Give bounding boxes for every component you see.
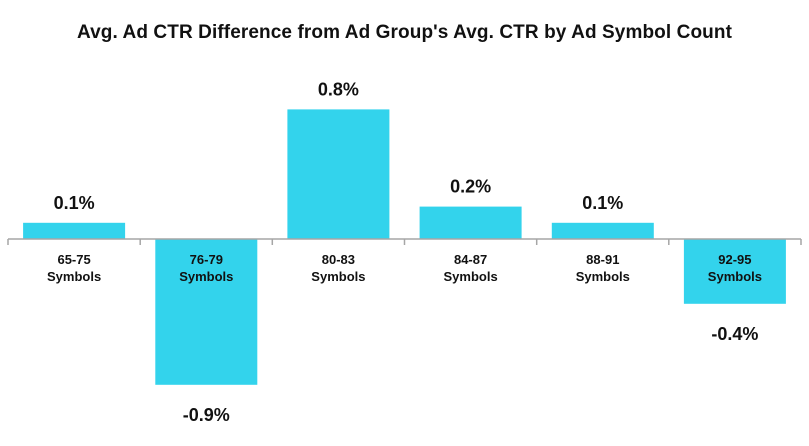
category-label-3-line-1: 80-83	[322, 252, 355, 267]
value-label-6: -0.4%	[711, 324, 758, 344]
bar-3	[287, 109, 390, 240]
category-label-5-line-1: 88-91	[586, 252, 619, 267]
bar-4	[419, 206, 522, 239]
category-label-1-line-2: Symbols	[47, 269, 101, 284]
value-label-5: 0.1%	[582, 193, 623, 213]
chart-title: Avg. Ad CTR Difference from Ad Group's A…	[76, 22, 733, 43]
value-label-2: -0.9%	[183, 405, 230, 425]
category-label-3-line-2: Symbols	[311, 269, 365, 284]
category-label-4-line-1: 84-87	[454, 252, 487, 267]
bar-2	[155, 239, 258, 385]
category-label-4-line-2: Symbols	[444, 269, 498, 284]
value-label-4: 0.2%	[450, 177, 491, 197]
value-label-3: 0.8%	[318, 79, 359, 99]
category-label-2-line-1: 76-79	[190, 252, 223, 267]
value-label-1: 0.1%	[54, 193, 95, 213]
category-label-1-line-1: 65-75	[57, 252, 90, 267]
category-label-2-line-2: Symbols	[179, 269, 233, 284]
category-label-5-line-2: Symbols	[576, 269, 630, 284]
category-label-6-line-2: Symbols	[708, 269, 762, 284]
category-label-6-line-1: 92-95	[718, 252, 751, 267]
bar-6	[683, 239, 786, 304]
bar-1	[23, 222, 126, 239]
bar-5	[551, 222, 654, 239]
